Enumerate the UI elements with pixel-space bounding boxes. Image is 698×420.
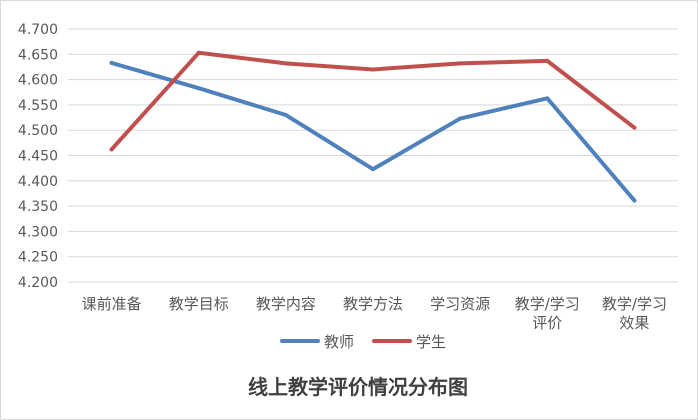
y-tick-label: 4.400 (18, 174, 58, 190)
x-tick-label: 学习资源 (430, 295, 490, 313)
legend: 教师 学生 (280, 333, 446, 351)
data-point (109, 60, 114, 65)
y-tick-label: 4.500 (18, 123, 58, 139)
data-point (458, 116, 463, 121)
y-tick-label: 4.300 (18, 224, 58, 240)
y-tick-label: 4.700 (18, 22, 58, 38)
data-point (632, 198, 637, 203)
data-point (196, 86, 201, 91)
data-point (196, 50, 201, 55)
y-tick-label: 4.250 (18, 250, 58, 266)
y-tick-label: 4.200 (18, 275, 58, 291)
x-tick-label: 课前准备 (82, 295, 142, 313)
y-tick-label: 4.450 (18, 149, 58, 165)
y-tick-label: 4.600 (18, 73, 58, 89)
legend-label: 学生 (416, 333, 446, 351)
data-point (632, 125, 637, 130)
gridlines (68, 28, 678, 283)
y-tick-label: 4.650 (18, 47, 58, 63)
series-lines (109, 50, 637, 203)
x-tick-label: 教学/学习效果 (602, 295, 667, 332)
x-tick-label: 教学方法 (343, 295, 403, 313)
y-axis-ticks: 4.200 4.250 4.300 4.350 4.400 4.450 4.500 4.550… (18, 22, 58, 291)
data-point (458, 61, 463, 66)
x-tick-label: 教学目标 (169, 295, 229, 313)
x-tick-label: 教学内容 (256, 295, 316, 313)
data-point (283, 113, 288, 118)
x-tick-label: 教学/学习评价 (515, 295, 580, 332)
data-point (545, 58, 550, 63)
chart-title: 线上教学评价情况分布图 (248, 375, 468, 399)
data-point (371, 167, 375, 172)
data-point (545, 96, 550, 101)
y-tick-label: 4.550 (18, 98, 58, 114)
data-point (283, 61, 288, 66)
legend-label: 教师 (324, 333, 354, 351)
data-point (109, 147, 114, 152)
y-tick-label: 4.350 (18, 199, 58, 215)
data-point (371, 67, 375, 72)
